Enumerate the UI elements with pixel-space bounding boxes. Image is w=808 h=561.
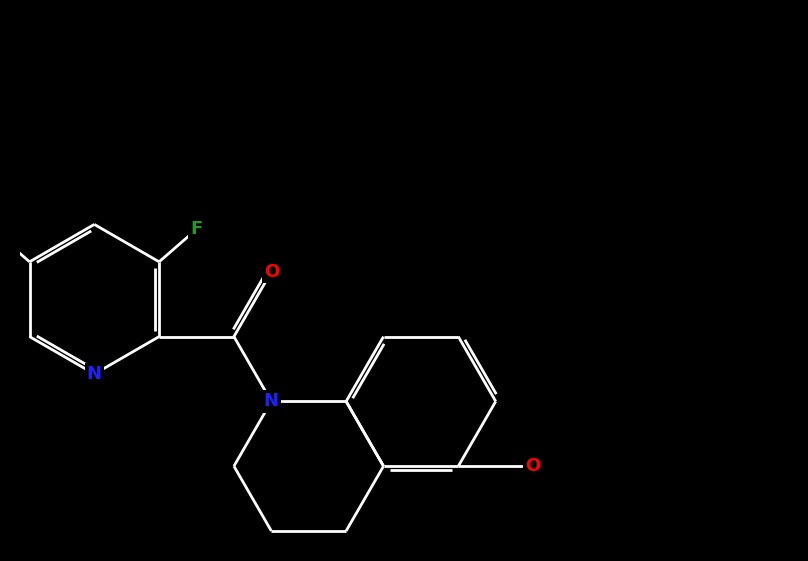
Text: F: F	[191, 220, 203, 238]
Text: O: O	[525, 457, 541, 475]
Text: N: N	[86, 365, 102, 383]
Text: O: O	[263, 263, 279, 281]
Text: N: N	[264, 392, 279, 411]
